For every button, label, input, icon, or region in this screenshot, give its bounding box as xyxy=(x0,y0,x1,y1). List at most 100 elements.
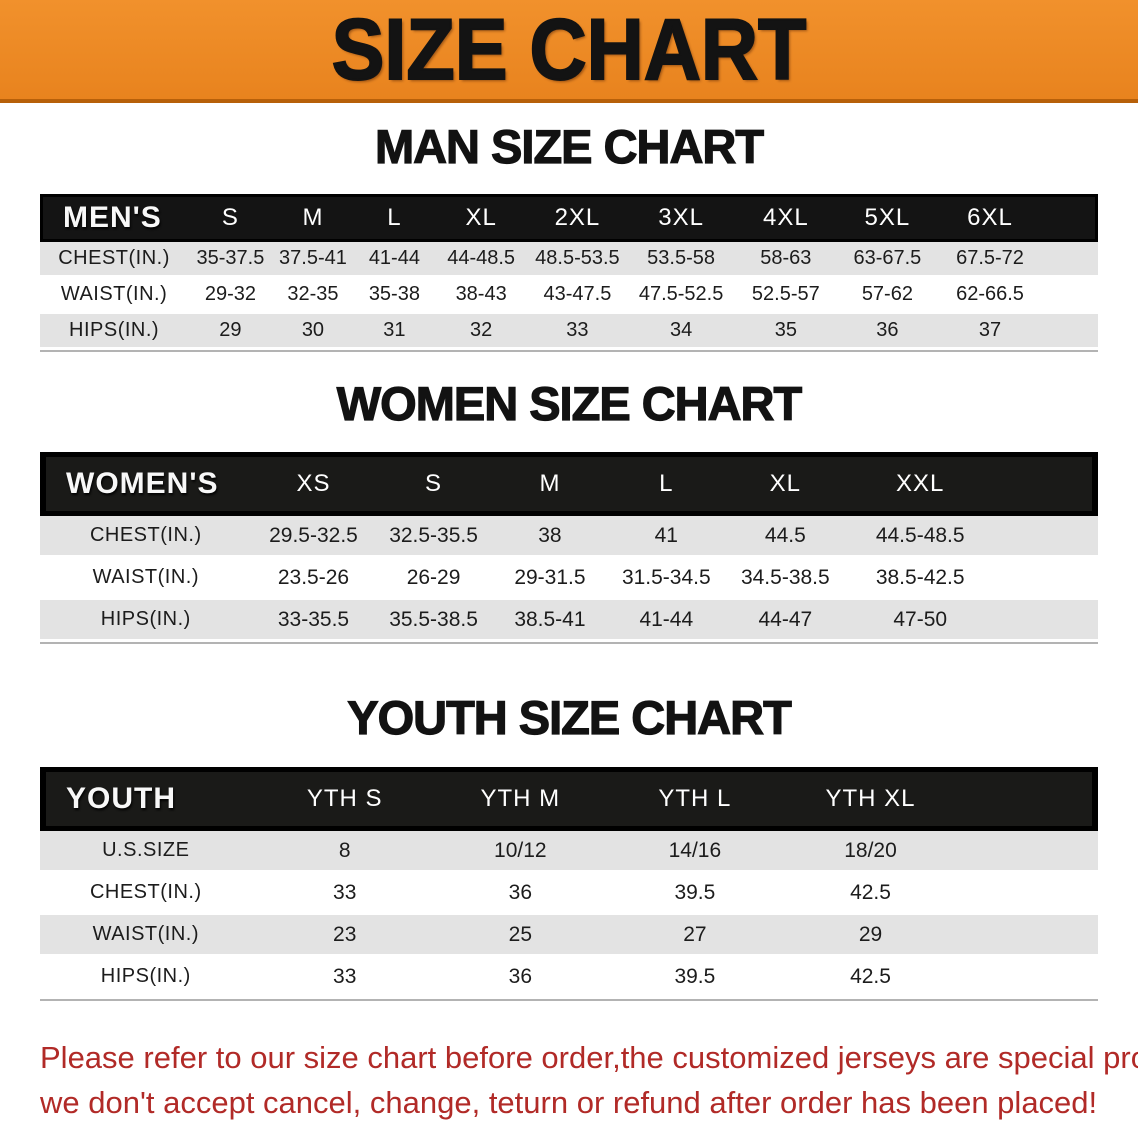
men-section-heading-text: MAN SIZE CHART xyxy=(374,120,764,173)
row-label: HIPS(IN.) xyxy=(40,314,189,350)
women-size-table: WOMEN'S XS S M L XL XXL CHEST(IN.) 29.5-32.5 32.5… xyxy=(40,452,1098,644)
table-cell: 29-31.5 xyxy=(491,558,609,600)
men-column-header: 2XL xyxy=(526,194,629,242)
table-cell: 47-50 xyxy=(846,600,995,642)
disclaimer: Please refer to our size chart before or… xyxy=(40,1035,1138,1125)
men-column-header: 5XL xyxy=(837,194,938,242)
women-column-header: XL xyxy=(724,452,847,516)
table-cell: 8 xyxy=(251,831,438,873)
men-section-heading: MAN SIZE CHART xyxy=(0,120,1138,173)
men-column-header: M xyxy=(272,194,354,242)
youth-table-row: WAIST(IN.) 23 25 27 29 xyxy=(40,915,1098,957)
table-cell: 67.5-72 xyxy=(937,242,1043,278)
disclaimer-line-1: Please refer to our size chart before or… xyxy=(40,1040,1138,1075)
table-cell: 23.5-26 xyxy=(251,558,376,600)
men-column-header: 6XL xyxy=(937,194,1043,242)
table-cell: 32 xyxy=(435,314,527,350)
men-size-section: MAN SIZE CHART MEN'S S M L XL 2XL 3XL 4XL 5XL 6XL C… xyxy=(0,120,1138,352)
spacer-cell xyxy=(994,516,1098,558)
women-section-heading-text: WOMEN SIZE CHART xyxy=(336,377,803,430)
youth-column-header: YTH M xyxy=(437,767,603,831)
row-label: U.S.SIZE xyxy=(40,831,252,873)
table-cell: 14/16 xyxy=(602,831,787,873)
youth-size-table: YOUTH YTH S YTH M YTH L YTH XL U.S.SIZE 8 10/12… xyxy=(40,767,1098,1001)
table-cell: 37.5-41 xyxy=(272,242,354,278)
women-column-header: XXL xyxy=(846,452,995,516)
table-cell: 44.5-48.5 xyxy=(846,516,995,558)
youth-table-row: HIPS(IN.) 33 36 39.5 42.5 xyxy=(40,957,1098,999)
table-cell: 32.5-35.5 xyxy=(375,516,492,558)
table-cell: 29 xyxy=(786,915,955,957)
youth-table-row: U.S.SIZE 8 10/12 14/16 18/20 xyxy=(40,831,1098,873)
spacer-cell xyxy=(954,767,1098,831)
spacer-cell xyxy=(954,873,1098,915)
table-cell: 34 xyxy=(628,314,734,350)
row-label: WAIST(IN.) xyxy=(40,558,252,600)
size-chart-sections: MAN SIZE CHART MEN'S S M L XL 2XL 3XL 4XL 5XL 6XL C… xyxy=(0,120,1138,1001)
table-cell: 38 xyxy=(491,516,609,558)
spacer-cell xyxy=(954,957,1098,999)
table-cell: 42.5 xyxy=(786,873,955,915)
table-cell: 41-44 xyxy=(608,600,725,642)
table-cell: 42.5 xyxy=(786,957,955,999)
youth-column-header: YTH XL xyxy=(786,767,955,831)
youth-size-section: YOUTH SIZE CHART YOUTH YTH S YTH M YTH L YTH … xyxy=(0,691,1138,1001)
table-cell: 36 xyxy=(437,957,603,999)
table-cell: 23 xyxy=(251,915,438,957)
spacer-cell xyxy=(1042,314,1098,350)
row-label: CHEST(IN.) xyxy=(40,242,189,278)
men-column-header: S xyxy=(188,194,273,242)
table-cell: 31.5-34.5 xyxy=(608,558,725,600)
women-size-section: WOMEN SIZE CHART WOMEN'S XS S M L XL XXL CHEST(I… xyxy=(0,377,1138,644)
men-column-header: XL xyxy=(435,194,527,242)
youth-column-header: YTH S xyxy=(251,767,438,831)
row-label: CHEST(IN.) xyxy=(40,873,252,915)
women-table-row: CHEST(IN.) 29.5-32.5 32.5-35.5 38 41 44.5 44.5… xyxy=(40,516,1098,558)
table-cell: 38.5-41 xyxy=(491,600,609,642)
table-cell: 39.5 xyxy=(602,957,787,999)
men-column-header: L xyxy=(353,194,436,242)
table-cell: 27 xyxy=(602,915,787,957)
spacer-cell xyxy=(994,452,1098,516)
table-cell: 33 xyxy=(251,873,438,915)
table-cell: 53.5-58 xyxy=(628,242,734,278)
spacer-cell xyxy=(1042,242,1098,278)
banner-title: SIZE CHART xyxy=(331,1,808,98)
men-table-row: WAIST(IN.) 29-32 32-35 35-38 38-43 43-47.5 47.… xyxy=(40,278,1098,314)
table-cell: 62-66.5 xyxy=(937,278,1043,314)
table-cell: 31 xyxy=(353,314,436,350)
table-cell: 41 xyxy=(608,516,725,558)
table-cell: 18/20 xyxy=(786,831,955,873)
women-column-header: S xyxy=(375,452,492,516)
youth-header-label: YOUTH xyxy=(40,767,252,831)
youth-table-row: CHEST(IN.) 33 36 39.5 42.5 xyxy=(40,873,1098,915)
men-column-header: 3XL xyxy=(628,194,734,242)
table-cell: 26-29 xyxy=(375,558,492,600)
spacer-cell xyxy=(954,831,1098,873)
table-cell: 35-37.5 xyxy=(188,242,273,278)
table-cell: 29 xyxy=(188,314,273,350)
women-header-label: WOMEN'S xyxy=(40,452,252,516)
table-cell: 43-47.5 xyxy=(526,278,629,314)
youth-header-bar: YOUTH YTH S YTH M YTH L YTH XL xyxy=(40,767,1098,831)
men-column-header: 4XL xyxy=(734,194,838,242)
table-cell: 35 xyxy=(734,314,838,350)
table-cell: 35-38 xyxy=(353,278,436,314)
spacer-cell xyxy=(1042,278,1098,314)
table-cell: 47.5-52.5 xyxy=(628,278,734,314)
spacer-cell xyxy=(994,600,1098,642)
women-section-heading: WOMEN SIZE CHART xyxy=(0,377,1138,430)
table-cell: 10/12 xyxy=(437,831,603,873)
table-cell: 36 xyxy=(437,873,603,915)
table-cell: 33-35.5 xyxy=(251,600,376,642)
table-cell: 63-67.5 xyxy=(837,242,938,278)
table-cell: 35.5-38.5 xyxy=(375,600,492,642)
row-label: CHEST(IN.) xyxy=(40,516,252,558)
table-cell: 38-43 xyxy=(435,278,527,314)
table-cell: 30 xyxy=(272,314,354,350)
row-label: WAIST(IN.) xyxy=(40,278,189,314)
spacer-cell xyxy=(994,558,1098,600)
youth-section-heading-text: YOUTH SIZE CHART xyxy=(347,691,793,744)
table-cell: 44-48.5 xyxy=(435,242,527,278)
